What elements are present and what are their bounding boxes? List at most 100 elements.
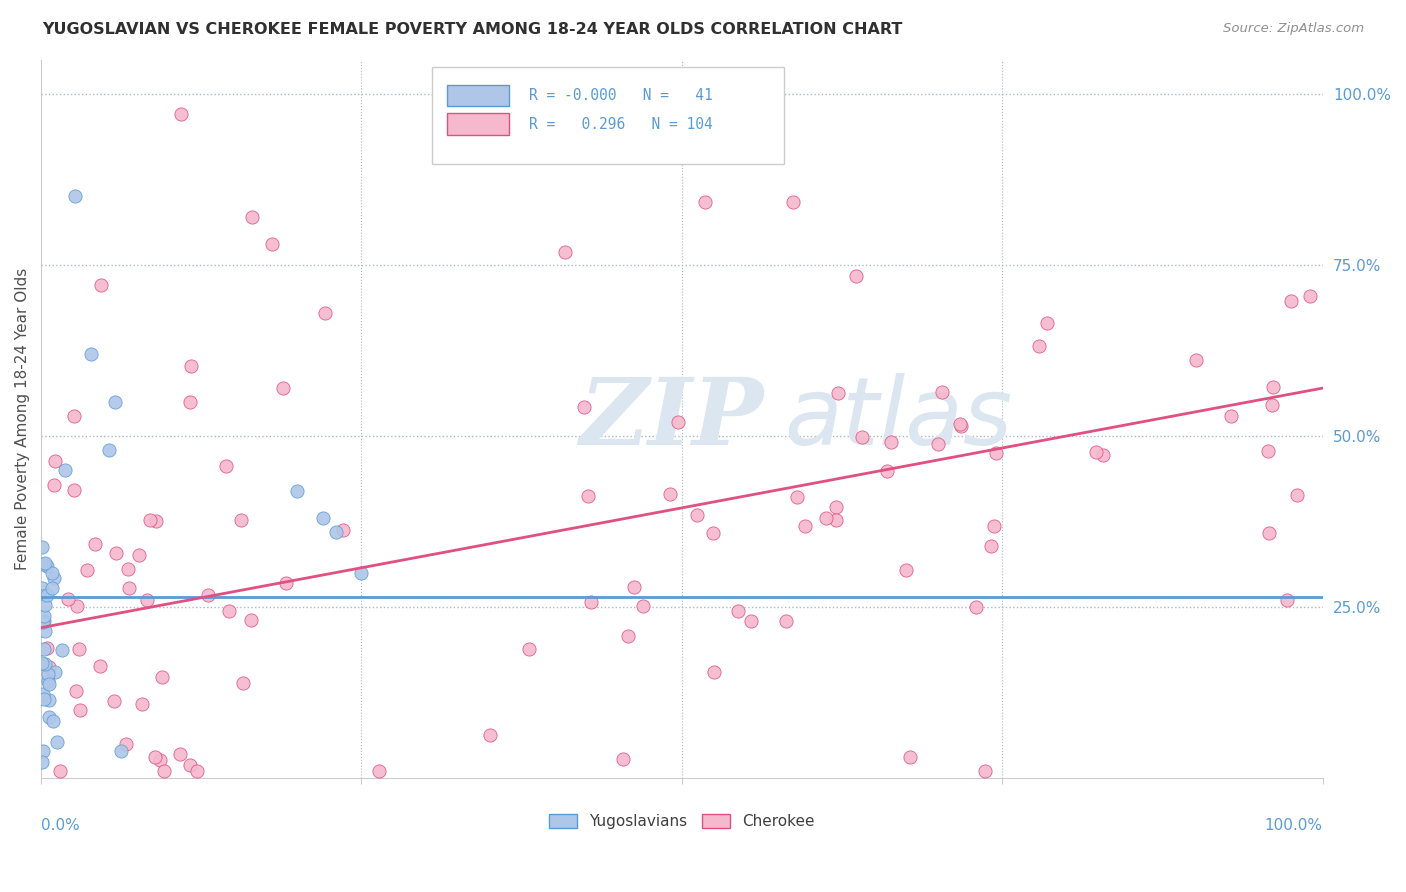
Point — [983, 519, 1005, 533]
Point — [131, 698, 153, 712]
Point — [35, 558, 58, 573]
Point — [37, 640, 59, 655]
Point — [79, 347, 101, 361]
Point — [973, 764, 995, 779]
Text: ZIP: ZIP — [579, 374, 763, 464]
Point — [49, 764, 72, 779]
Point — [576, 489, 599, 503]
Point — [42, 571, 65, 585]
Y-axis label: Female Poverty Among 18-24 Year Olds: Female Poverty Among 18-24 Year Olds — [15, 268, 30, 570]
Point — [38, 710, 60, 724]
Point — [775, 615, 797, 629]
Point — [631, 599, 654, 613]
Point — [46, 735, 69, 749]
Point — [149, 753, 172, 767]
Point — [63, 409, 86, 423]
Point — [89, 659, 111, 673]
Point — [825, 513, 848, 527]
Point — [44, 665, 66, 680]
Point — [1036, 316, 1059, 330]
Point — [666, 415, 689, 429]
Point — [479, 729, 502, 743]
Point — [56, 591, 79, 606]
Point — [1275, 592, 1298, 607]
Point — [44, 454, 66, 468]
Point — [1085, 445, 1108, 459]
Point — [693, 195, 716, 210]
Point — [786, 490, 808, 504]
Point — [42, 478, 65, 492]
Point — [740, 615, 762, 629]
Point — [41, 581, 63, 595]
Point — [69, 703, 91, 717]
Point — [139, 513, 162, 527]
Point — [31, 589, 53, 603]
Point — [32, 614, 55, 628]
Point — [153, 764, 176, 779]
Point — [42, 714, 65, 728]
Point — [31, 540, 53, 554]
Point — [612, 751, 634, 765]
Point — [314, 306, 336, 320]
Point — [686, 508, 709, 523]
FancyBboxPatch shape — [432, 67, 785, 164]
Point — [949, 417, 972, 431]
Point — [1261, 380, 1284, 394]
Point — [794, 518, 817, 533]
Point — [136, 593, 159, 607]
Point — [980, 539, 1002, 553]
Point — [312, 511, 335, 525]
Point — [31, 657, 53, 671]
Point — [103, 693, 125, 707]
Point — [179, 758, 201, 772]
Point — [260, 237, 283, 252]
Point — [31, 755, 53, 769]
Point — [37, 674, 59, 689]
Point — [32, 743, 55, 757]
Point — [38, 677, 60, 691]
Point — [851, 430, 873, 444]
Point — [1299, 288, 1322, 302]
Bar — [447, 85, 509, 106]
Point — [876, 464, 898, 478]
Point — [325, 524, 347, 539]
Point — [1261, 398, 1284, 412]
Point — [90, 278, 112, 293]
Point — [927, 437, 949, 451]
Point — [84, 537, 107, 551]
Text: YUGOSLAVIAN VS CHEROKEE FEMALE POVERTY AMONG 18-24 YEAR OLDS CORRELATION CHART: YUGOSLAVIAN VS CHEROKEE FEMALE POVERTY A… — [42, 22, 903, 37]
Point — [118, 581, 141, 595]
Point — [38, 693, 60, 707]
Text: 0.0%: 0.0% — [41, 818, 80, 833]
Bar — [447, 113, 509, 135]
Point — [186, 764, 208, 779]
Point — [145, 514, 167, 528]
Point — [32, 642, 55, 657]
Point — [332, 523, 354, 537]
Point — [128, 548, 150, 562]
Point — [169, 747, 191, 762]
Point — [845, 268, 868, 283]
Point — [1257, 444, 1279, 458]
Point — [1091, 448, 1114, 462]
Point — [242, 210, 264, 224]
Point — [51, 643, 73, 657]
Text: R =   0.296   N = 104: R = 0.296 N = 104 — [529, 117, 713, 132]
Point — [63, 483, 86, 497]
Text: Source: ZipAtlas.com: Source: ZipAtlas.com — [1223, 22, 1364, 36]
Point — [702, 526, 724, 541]
Point — [38, 659, 60, 673]
Point — [105, 546, 128, 560]
Point — [32, 692, 55, 706]
Point — [170, 107, 193, 121]
Point — [1028, 339, 1050, 353]
Point — [894, 563, 917, 577]
Point — [827, 386, 849, 401]
Point — [898, 750, 921, 764]
Point — [41, 566, 63, 580]
Point — [554, 244, 576, 259]
Point — [180, 359, 202, 373]
Point — [1185, 353, 1208, 368]
Text: atlas: atlas — [785, 374, 1012, 465]
Point — [67, 642, 90, 657]
